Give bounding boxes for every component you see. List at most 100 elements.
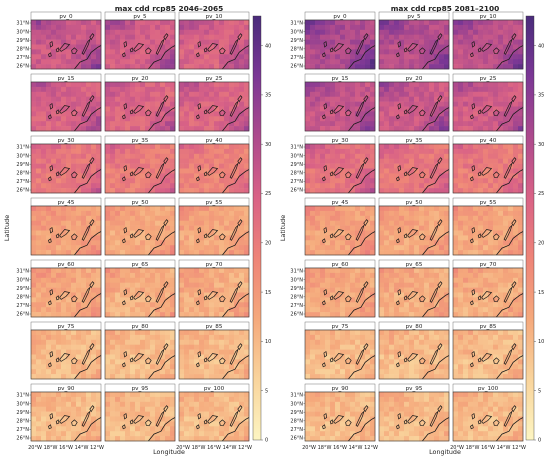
raster-cell (145, 20, 151, 26)
raster-cell (86, 20, 92, 26)
raster-cell (325, 49, 331, 55)
raster-cell (355, 245, 361, 251)
raster-cell (419, 220, 425, 226)
raster-cell (51, 374, 57, 380)
raster-cell (463, 206, 469, 212)
raster-cell (239, 29, 245, 35)
raster-cell (204, 268, 210, 274)
raster-cell (229, 111, 235, 117)
raster-cell (76, 163, 82, 169)
raster-cell (325, 121, 331, 127)
panel-frame (304, 81, 376, 132)
raster-cell (419, 144, 425, 150)
raster-cell (189, 354, 195, 360)
raster-cell (130, 20, 136, 26)
raster-cell (31, 168, 37, 174)
raster-cell (115, 111, 121, 117)
raster-cell (31, 210, 37, 217)
raster-cell (199, 188, 205, 194)
raster-cell (170, 359, 176, 365)
raster-cell (179, 339, 185, 345)
raster-cell (120, 374, 126, 380)
island-outline (511, 33, 517, 41)
raster-cell (61, 235, 67, 241)
raster-cell (96, 178, 102, 184)
map-panel: pv_15 (30, 73, 102, 132)
raster-cell (219, 392, 225, 398)
raster-cell (61, 86, 67, 93)
raster-cell (179, 431, 185, 437)
raster-cell (345, 96, 351, 102)
raster-cell (229, 29, 235, 35)
raster-cell (194, 392, 200, 398)
raster-cell (165, 106, 171, 112)
raster-cell (189, 116, 195, 122)
raster-cell (434, 220, 440, 226)
raster-cell (234, 406, 240, 412)
raster-cell (170, 334, 176, 341)
raster-cell (350, 91, 356, 97)
raster-cell (115, 282, 121, 288)
raster-cell (209, 59, 215, 65)
raster-cell (66, 297, 72, 303)
raster-cell (315, 59, 321, 65)
raster-cell (365, 39, 371, 45)
raster-cell (96, 330, 102, 336)
raster-cell (145, 406, 151, 412)
african-coastline (222, 45, 250, 70)
raster-cell (160, 282, 166, 288)
panel-raster (31, 206, 102, 256)
island-outline (429, 38, 439, 55)
raster-cell (61, 34, 67, 40)
raster-cell (145, 349, 151, 355)
raster-cell (404, 240, 410, 246)
raster-cell (409, 34, 415, 40)
raster-cell (51, 240, 57, 246)
raster-cell (96, 111, 102, 117)
raster-cell (404, 64, 410, 70)
raster-cell (345, 245, 351, 251)
raster-cell (330, 101, 336, 107)
raster-cell (394, 178, 400, 184)
raster-cell (189, 158, 195, 164)
island-outline (323, 103, 328, 110)
raster-cell (389, 121, 395, 127)
island-outline (145, 419, 152, 427)
raster-cell (165, 369, 171, 375)
raster-cell (160, 215, 166, 221)
raster-cell (315, 111, 321, 117)
raster-cell (508, 126, 514, 132)
raster-cell (61, 153, 67, 159)
raster-cell (56, 121, 62, 127)
island-outline (322, 52, 326, 58)
raster-cell (46, 292, 52, 298)
raster-cell (384, 121, 390, 127)
raster-cell (394, 20, 400, 26)
raster-cell (179, 34, 185, 40)
raster-cell (458, 64, 464, 70)
raster-cell (150, 421, 156, 427)
raster-cell (155, 215, 161, 221)
raster-cell (31, 250, 37, 256)
raster-cell (409, 44, 415, 50)
african-coastline (348, 231, 376, 256)
raster-cell (444, 101, 450, 107)
raster-cell (214, 406, 220, 412)
raster-cell (170, 421, 176, 427)
island-outline (429, 100, 439, 117)
raster-cell (389, 225, 395, 231)
island-outline (197, 165, 202, 172)
raster-cell (189, 330, 195, 336)
raster-cell (244, 421, 250, 427)
raster-cell (91, 220, 97, 226)
raster-cell (155, 168, 161, 174)
raster-cell (105, 20, 111, 26)
raster-cell (199, 153, 205, 159)
raster-cell (244, 369, 250, 375)
raster-cell (419, 206, 425, 212)
raster-cell (120, 144, 126, 150)
raster-cell (219, 349, 225, 355)
raster-cell (120, 158, 126, 164)
raster-cell (36, 225, 42, 231)
raster-cell (36, 121, 42, 127)
